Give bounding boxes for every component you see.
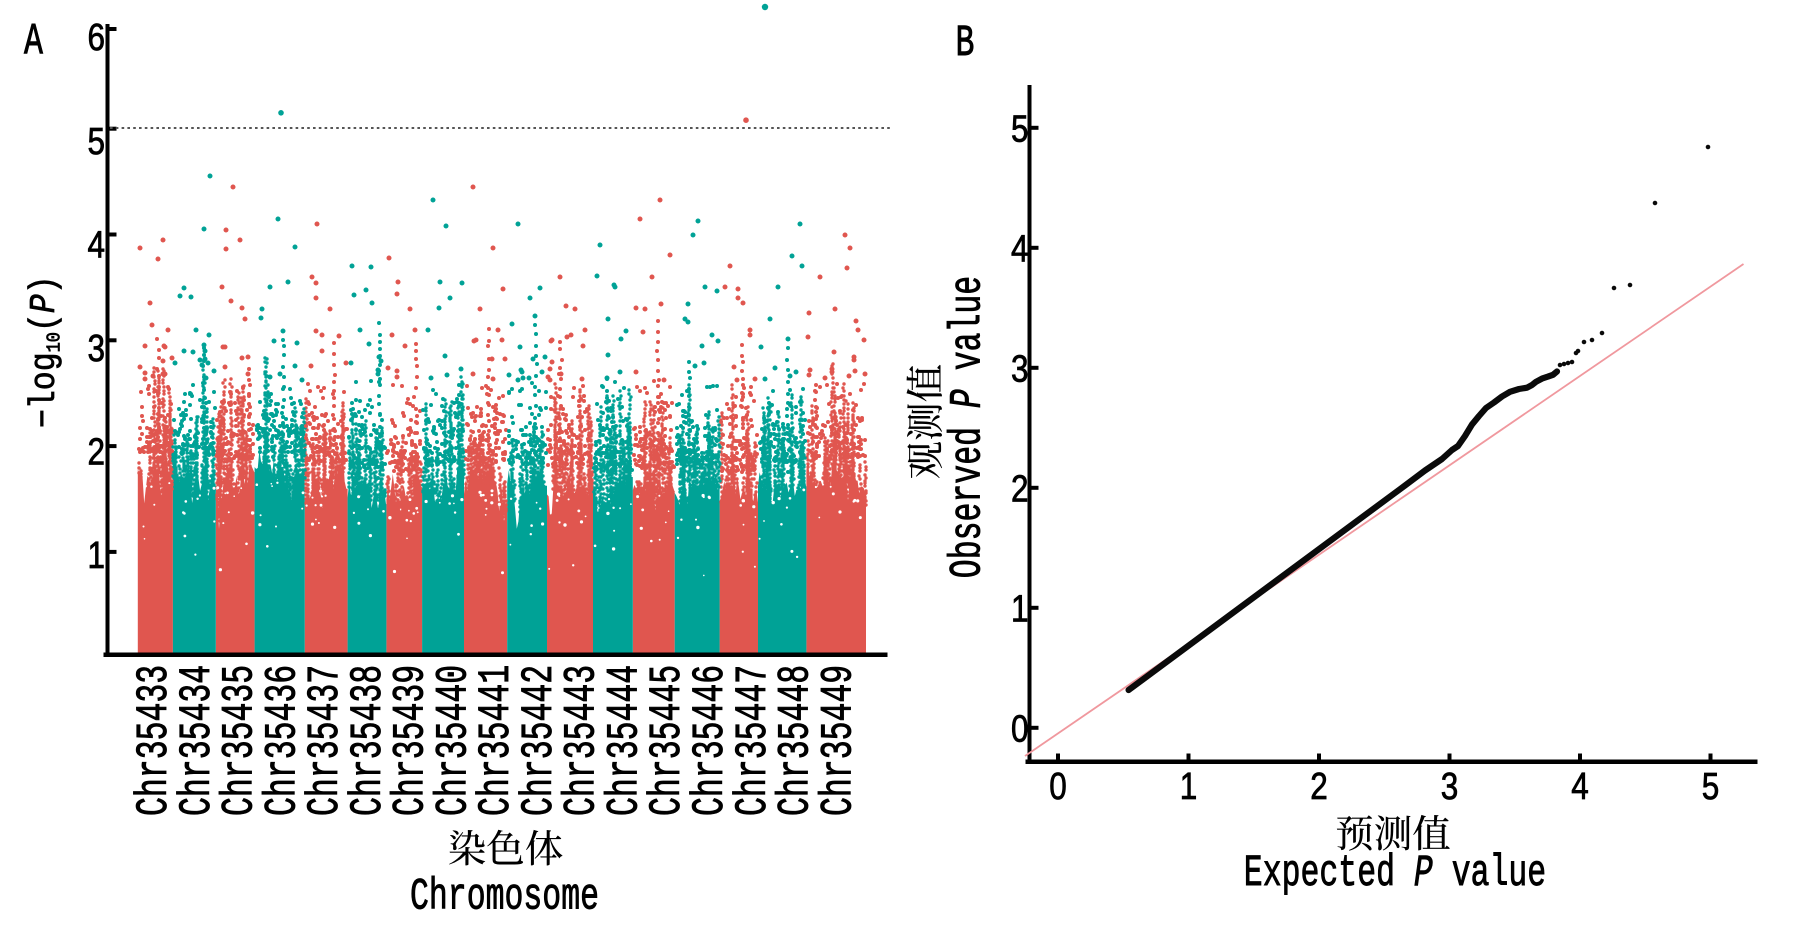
svg-text:−log10(P): −log10(P) [25, 275, 66, 428]
svg-text:4: 4 [1571, 765, 1589, 808]
svg-text:4: 4 [1011, 228, 1029, 271]
svg-text:Observed P value: Observed P value [943, 276, 994, 578]
svg-text:B: B [956, 18, 975, 69]
svg-text:3: 3 [1011, 348, 1029, 391]
svg-text:5: 5 [87, 120, 105, 163]
svg-text:2: 2 [1310, 765, 1328, 808]
svg-text:Chr35433: Chr35433 [129, 665, 180, 816]
svg-text:Chr35437: Chr35437 [300, 665, 351, 816]
svg-text:0: 0 [1049, 765, 1067, 808]
svg-text:5: 5 [1011, 108, 1029, 151]
svg-text:Expected P value: Expected P value [1244, 848, 1546, 899]
svg-text:Chr35449: Chr35449 [813, 665, 864, 816]
svg-text:6: 6 [87, 16, 105, 59]
svg-text:1: 1 [87, 534, 105, 577]
svg-text:Chr35436: Chr35436 [257, 665, 308, 816]
svg-text:3: 3 [1441, 765, 1459, 808]
svg-text:A: A [24, 17, 43, 68]
svg-text:Chr35440: Chr35440 [429, 665, 480, 816]
svg-text:Chr35435: Chr35435 [215, 665, 266, 816]
svg-text:Chr35445: Chr35445 [642, 665, 693, 816]
svg-text:2: 2 [87, 431, 105, 474]
svg-text:5: 5 [1702, 765, 1720, 808]
svg-text:Chr35439: Chr35439 [386, 665, 437, 816]
svg-text:1: 1 [1011, 588, 1029, 631]
svg-text:Chr35442: Chr35442 [514, 665, 565, 816]
svg-text:Chr35448: Chr35448 [771, 665, 822, 816]
svg-text:Chromosome: Chromosome [410, 872, 599, 923]
svg-text:3: 3 [87, 327, 105, 370]
svg-text:Chr35443: Chr35443 [557, 665, 608, 816]
svg-text:Chr35446: Chr35446 [685, 665, 736, 816]
svg-text:4: 4 [87, 224, 105, 267]
svg-text:Chr35438: Chr35438 [343, 665, 394, 816]
svg-text:Chr35447: Chr35447 [728, 665, 779, 816]
svg-text:2: 2 [1011, 468, 1029, 511]
svg-text:Chr35441: Chr35441 [471, 665, 522, 816]
svg-text:1: 1 [1180, 765, 1198, 808]
svg-text:0: 0 [1011, 708, 1029, 751]
svg-text:Chr35444: Chr35444 [600, 665, 651, 816]
svg-text:Chr35434: Chr35434 [172, 665, 223, 816]
